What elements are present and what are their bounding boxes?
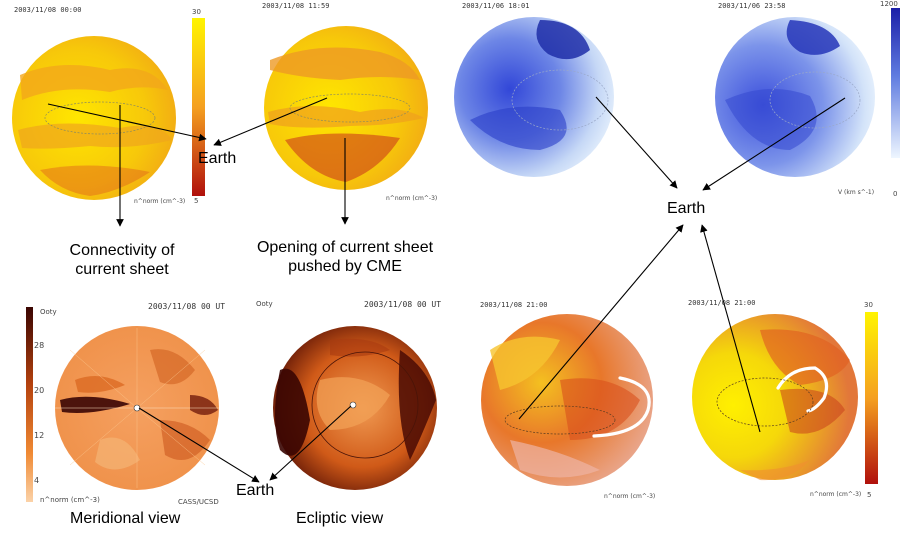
credit-label: CASS/UCSD xyxy=(178,498,219,506)
unit-label-density-2: n^norm (cm^-3) xyxy=(386,195,438,202)
unit-label-density-1: n^norm (cm^-3) xyxy=(134,198,186,205)
annotation-arrows xyxy=(47,96,846,483)
meridional-view-disk xyxy=(55,326,219,490)
velocity-sphere-left xyxy=(454,17,614,177)
timestamp-top-right-2: 2003/11/06 23:58 xyxy=(718,2,786,10)
cme-sphere-left xyxy=(481,314,653,486)
timestamp-bottom-right-2: 2003/11/08 21:00 xyxy=(688,299,756,307)
colorbar-tick-12: 12 xyxy=(34,431,45,440)
cme-sphere-right xyxy=(692,314,858,481)
unit-label-velocity: V (km s^-1) xyxy=(838,189,875,196)
colorbar-tick-4: 4 xyxy=(34,476,40,485)
meridional-view-label: Meridional view xyxy=(70,510,181,527)
callout-opening-line-1: Opening of current sheet xyxy=(256,239,434,256)
earth-label-top-left: Earth xyxy=(198,150,237,167)
callout-opening: Opening of current sheet pushed by CME xyxy=(234,238,456,276)
timestamp-top-left-1: 2003/11/08 00:00 xyxy=(14,6,82,14)
callout-connectivity: Connectivity of current sheet xyxy=(56,241,188,279)
ooty-title-left: Ooty xyxy=(40,308,57,316)
density-sphere-right xyxy=(264,26,428,190)
colorbar-velocity xyxy=(891,8,900,158)
colorbar-min-velocity: 0 xyxy=(893,190,898,198)
timestamp-top-right-1: 2003/11/06 18:01 xyxy=(462,2,530,10)
timestamp-top-left-2: 2003/11/08 11:59 xyxy=(262,2,330,10)
colorbar-tick-20: 20 xyxy=(34,386,45,395)
callout-connectivity-line-2: current sheet xyxy=(75,261,169,278)
colorbar-density-top xyxy=(192,18,205,196)
colorbar-tick-28: 28 xyxy=(34,341,45,350)
timestamp-bottom-left-2: 2003/11/08 00 UT xyxy=(364,300,442,309)
timestamp-bottom-left-1: 2003/11/08 00 UT xyxy=(148,302,226,311)
timestamp-bottom-right-1: 2003/11/08 21:00 xyxy=(480,301,548,309)
colorbar-min-bottom-right: 5 xyxy=(867,491,872,499)
colorbar-density-ooty xyxy=(26,307,33,502)
colorbar-max-velocity: 1200 xyxy=(880,0,898,8)
colorbar-density-bottom xyxy=(865,312,878,484)
earth-label-bottom: Earth xyxy=(236,482,275,499)
ecliptic-view-disk xyxy=(273,326,437,490)
ecliptic-view-label: Ecliptic view xyxy=(296,510,384,527)
unit-label-bottom-right-1: n^norm (cm^-3) xyxy=(604,493,656,500)
unit-label-ooty: n^norm (cm^-3) xyxy=(40,496,100,504)
colorbar-max-top-left: 30 xyxy=(192,8,201,16)
velocity-sphere-right xyxy=(715,17,875,177)
colorbar-max-bottom-right: 30 xyxy=(864,301,873,309)
callout-connectivity-line-1: Connectivity of xyxy=(69,242,175,259)
unit-label-bottom-right-2: n^norm (cm^-3) xyxy=(810,491,862,498)
colorbar-min-top-left: 5 xyxy=(194,197,199,205)
earth-label-right: Earth xyxy=(667,200,706,217)
ooty-title-right: Ooty xyxy=(256,300,273,308)
callout-opening-line-2: pushed by CME xyxy=(288,258,402,275)
density-sphere-left xyxy=(12,36,176,200)
